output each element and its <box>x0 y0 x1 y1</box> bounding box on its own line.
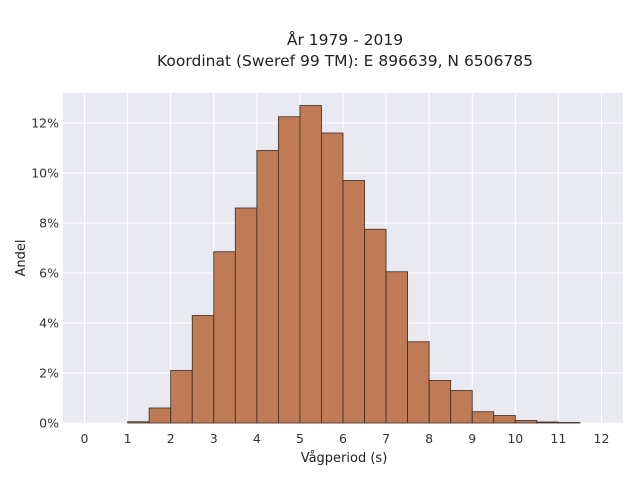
x-tick-label: 5 <box>296 431 304 446</box>
y-tick-labels: 0% 2% 4% 6% 8% 10% 12% <box>31 116 59 431</box>
x-tick-label: 9 <box>468 431 476 446</box>
histogram-bar <box>364 228 387 424</box>
x-tick-label: 3 <box>210 431 218 446</box>
x-tick-labels: 0 1 2 3 4 5 6 7 8 9 10 11 12 <box>81 431 610 446</box>
histogram-bar <box>299 105 322 424</box>
histogram-bar <box>407 341 430 424</box>
histogram-bar <box>213 251 236 424</box>
x-tick-label: 12 <box>594 431 610 446</box>
x-tick-label: 4 <box>253 431 261 446</box>
y-tick-label: 0% <box>39 416 59 431</box>
x-tick-label: 11 <box>550 431 566 446</box>
histogram-bar <box>277 116 301 424</box>
histogram-bar <box>321 132 344 424</box>
chart-title-line-2: Koordinat (Sweref 99 TM): E 896639, N 65… <box>157 52 533 70</box>
x-tick-label: 0 <box>81 431 89 446</box>
histogram-bar <box>471 411 495 424</box>
histogram-bar <box>170 370 193 424</box>
y-tick-label: 2% <box>39 366 59 381</box>
histogram-bar <box>493 415 516 424</box>
y-tick-label: 10% <box>31 166 59 181</box>
histogram-bar <box>385 271 409 424</box>
histogram-bar <box>191 315 215 424</box>
histogram-bar <box>234 207 258 424</box>
histogram-bar <box>536 421 559 424</box>
histogram-bar <box>256 150 279 424</box>
x-axis-label: Vågperiod (s) <box>301 451 388 466</box>
x-tick-label: 6 <box>339 431 347 446</box>
histogram-bar <box>428 380 452 424</box>
histogram-bar <box>450 390 473 424</box>
y-tick-label: 8% <box>39 216 59 231</box>
x-tick-label: 1 <box>124 431 132 446</box>
histogram-bar <box>342 180 365 424</box>
histogram-bar <box>148 407 172 424</box>
x-tick-label: 10 <box>507 431 523 446</box>
x-tick-label: 8 <box>425 431 433 446</box>
x-tick-label: 2 <box>167 431 175 446</box>
histogram-bar <box>127 421 150 424</box>
y-axis-label: Andel <box>14 240 29 277</box>
x-tick-label: 7 <box>382 431 390 446</box>
y-tick-label: 4% <box>39 316 59 331</box>
histogram-bar <box>557 422 581 424</box>
y-tick-label: 12% <box>31 116 59 131</box>
histogram-bar <box>514 420 538 424</box>
chart-title-line-1: År 1979 - 2019 <box>287 30 403 49</box>
histogram-bars <box>127 105 581 424</box>
y-tick-label: 6% <box>39 266 59 281</box>
